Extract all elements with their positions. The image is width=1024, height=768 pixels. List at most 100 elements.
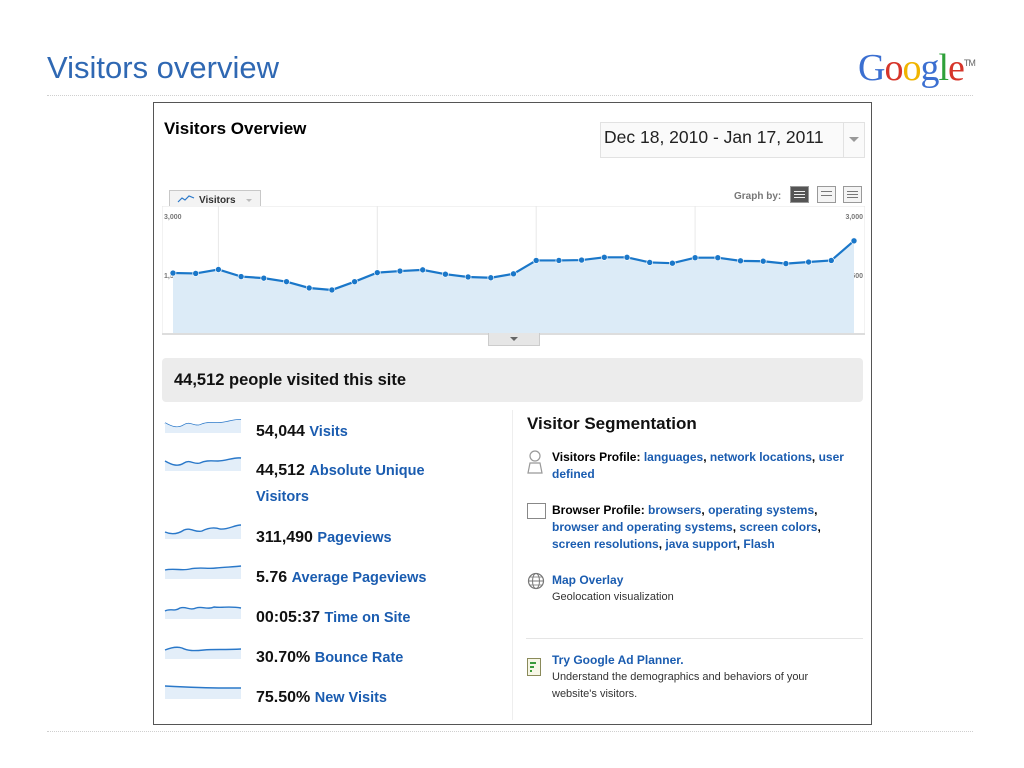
sparkline <box>164 685 241 699</box>
sparkline <box>164 419 242 433</box>
date-range-selector[interactable]: Dec 18, 2010 - Jan 17, 2011 <box>600 122 865 158</box>
chart-point <box>623 253 631 261</box>
stat-link[interactable]: Average Pageviews <box>291 570 427 586</box>
y-tick-label-right: 1,500 <box>845 273 863 280</box>
globe-icon <box>527 572 545 590</box>
link-screen-resolutions[interactable]: screen resolutions <box>552 537 659 551</box>
y-tick-label-left: 3,000 <box>164 214 182 221</box>
stat-value: 5.76 <box>256 569 288 586</box>
chart-point <box>305 284 313 292</box>
chart-collapse-handle[interactable] <box>488 333 540 346</box>
person-icon <box>527 450 543 474</box>
summary-text: 44,512 people visited this site <box>174 371 407 389</box>
logo-letter: G <box>858 47 885 89</box>
graph-by-month-button[interactable] <box>843 186 862 203</box>
browser-profile: Browser Profile: browsers, operating sys… <box>552 503 821 551</box>
chart-point <box>532 257 540 264</box>
stat-link[interactable]: Absolute Unique Visitors <box>256 463 425 505</box>
stat-link[interactable]: New Visits <box>314 690 387 706</box>
panel-title: Visitors Overview <box>164 119 307 138</box>
metric-selector[interactable]: Visitors <box>169 190 261 209</box>
link-network-locations[interactable]: network locations <box>709 450 812 464</box>
chart-point <box>283 278 290 285</box>
sparkline <box>164 524 242 539</box>
ad-planner-link[interactable]: Try Google Ad Planner. <box>552 653 684 667</box>
map-overlay: Map Overlay Geolocation visualization <box>552 572 852 606</box>
chart-point <box>464 273 472 281</box>
logo-letter: o <box>902 47 921 89</box>
chart-point <box>169 269 177 277</box>
chart-point <box>215 266 222 273</box>
chart-point <box>737 257 744 265</box>
chart-point <box>419 266 427 274</box>
link-flash[interactable]: Flash <box>743 537 775 551</box>
chart-point <box>442 270 449 278</box>
chart-point <box>396 267 404 275</box>
section-divider <box>526 638 863 639</box>
map-overlay-desc: Geolocation visualization <box>552 591 674 603</box>
chart-point <box>691 254 699 261</box>
visit-summary: 44,512 people visited this site <box>162 358 863 402</box>
date-range-text: Dec 18, 2010 - Jan 17, 2011 <box>604 127 824 147</box>
logo-letter: l <box>938 47 949 89</box>
y-tick-label-right: 3,000 <box>845 214 863 221</box>
slide-title: Visitors overview <box>47 50 280 85</box>
graph-by-label: Graph by: <box>734 191 782 202</box>
stat-value: 75.50% <box>256 689 311 706</box>
column-divider <box>512 410 513 720</box>
visitors-overview-panel: Visitors Overview Dec 18, 2010 - Jan 17,… <box>153 102 872 725</box>
chart-point <box>600 253 608 261</box>
graph-by-week-button[interactable] <box>817 186 836 203</box>
chart-point <box>759 257 767 265</box>
segmentation-title: Visitor Segmentation <box>527 414 697 433</box>
stat-value: 00:05:37 <box>256 609 321 626</box>
chart-point <box>374 269 381 276</box>
ad-planner-icon <box>527 658 541 676</box>
stat-link[interactable]: Bounce Rate <box>314 650 404 666</box>
chart-point <box>714 254 722 261</box>
chart-point <box>827 257 835 264</box>
stat-value: 30.70% <box>256 649 311 666</box>
chart-point <box>260 274 268 282</box>
chart-point <box>487 274 495 282</box>
dropdown-arrow-icon <box>246 199 252 202</box>
chart-area <box>173 240 854 334</box>
link-screen-colors[interactable]: screen colors <box>739 520 818 534</box>
metric-selector-label: Visitors <box>199 195 236 206</box>
link-browser-and-os[interactable]: browser and operating systems <box>552 520 733 534</box>
chart-point <box>351 278 358 285</box>
link-java-support[interactable]: java support <box>665 537 737 551</box>
map-overlay-link[interactable]: Map Overlay <box>552 573 624 587</box>
chart-point <box>805 258 812 266</box>
ad-planner-desc: Understand the demographics and behavior… <box>552 671 809 700</box>
chart-point <box>669 259 676 267</box>
stat-link[interactable]: Pageviews <box>317 530 392 546</box>
header-rule <box>47 95 973 96</box>
link-user-defined[interactable]: user defined <box>552 450 844 481</box>
sparkline <box>164 606 242 619</box>
logo-letter: e <box>948 47 965 89</box>
google-logo: GoogleTM <box>858 46 976 90</box>
stat-value: 44,512 <box>256 462 305 479</box>
graph-by-day-button[interactable] <box>790 186 809 203</box>
chevron-down-icon[interactable] <box>843 123 864 157</box>
sparkline <box>164 565 242 579</box>
sparkline <box>164 646 242 659</box>
visitors-profile: Visitors Profile: languages, network loc… <box>552 450 844 481</box>
stat-value: 54,044 <box>256 423 305 440</box>
line-chart-icon <box>177 195 195 203</box>
stat-link[interactable]: Visits <box>309 424 348 440</box>
chart-point <box>646 259 654 266</box>
chart-point <box>578 256 585 264</box>
stat-link[interactable]: Time on Site <box>324 610 411 626</box>
link-browsers[interactable]: browsers <box>648 503 702 517</box>
chart-point <box>555 257 563 264</box>
visitors-chart: Dec 20Dec 27Jan 3Jan 103,0003,0001,5001,… <box>162 206 865 334</box>
link-operating-systems[interactable]: operating systems <box>708 503 815 517</box>
stat-value: 311,490 <box>256 529 313 546</box>
chart-point <box>192 270 200 277</box>
chart-point <box>237 273 245 280</box>
browser-profile-head: Browser Profile: <box>552 503 645 517</box>
chart-point <box>328 286 336 294</box>
link-languages[interactable]: languages <box>643 450 704 464</box>
